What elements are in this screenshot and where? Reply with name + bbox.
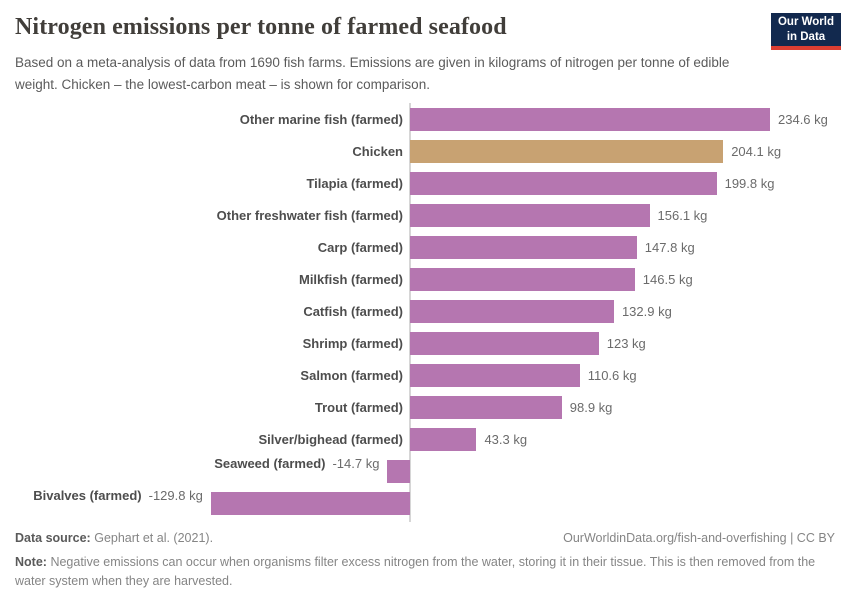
- bar-value: 234.6 kg: [778, 112, 828, 127]
- bar-other-freshwater-fish-farmed[interactable]: [410, 204, 650, 227]
- bar-label-group: Bivalves (farmed) -129.8 kg: [33, 488, 203, 520]
- bar-value: 123 kg: [606, 336, 646, 351]
- bar-row-tilapia-farmed: Tilapia (farmed) 199.8 kg: [0, 168, 850, 200]
- bar-label: Tilapia (farmed): [306, 176, 403, 191]
- bar-row-milkfish-farmed: Milkfish (farmed) 146.5 kg: [0, 264, 850, 296]
- chart-subtitle: Based on a meta-analysis of data from 16…: [15, 55, 730, 92]
- bar-value: 146.5 kg: [642, 272, 693, 287]
- bar-row-chicken: Chicken 204.1 kg: [0, 136, 850, 168]
- bar-label: Trout (farmed): [314, 400, 403, 415]
- note-label: Note:: [15, 554, 47, 569]
- source-line: Data source: Gephart et al. (2021). OurW…: [15, 529, 835, 548]
- bar-catfish-farmed[interactable]: [410, 300, 614, 323]
- owid-logo[interactable]: Our World in Data: [771, 13, 841, 46]
- bar-value: -14.7 kg: [332, 456, 380, 471]
- bar-label: Seaweed (farmed): [214, 456, 326, 471]
- bar-milkfish-farmed[interactable]: [410, 268, 635, 291]
- bar-row-seaweed-farmed: Seaweed (farmed) -14.7 kg: [0, 456, 850, 488]
- bar-row-trout-farmed: Trout (farmed) 98.9 kg: [0, 392, 850, 424]
- bar-label: Catfish (farmed): [303, 304, 403, 319]
- bar-label: Carp (farmed): [317, 240, 403, 255]
- bar-carp-farmed[interactable]: [410, 236, 637, 259]
- bar-value: 147.8 kg: [644, 240, 695, 255]
- bar-value: 156.1 kg: [657, 208, 708, 223]
- bar-value: 98.9 kg: [569, 400, 613, 415]
- chart-footer: Data source: Gephart et al. (2021). OurW…: [15, 529, 835, 590]
- bar-row-other-freshwater-fish-farmed: Other freshwater fish (farmed) 156.1 kg: [0, 200, 850, 232]
- owid-logo-line1: Our World: [777, 16, 834, 29]
- data-source-label: Data source:: [15, 531, 91, 545]
- data-source: Data source: Gephart et al. (2021).: [15, 529, 213, 548]
- bar-row-catfish-farmed: Catfish (farmed) 132.9 kg: [0, 296, 850, 328]
- bar-trout-farmed[interactable]: [410, 396, 562, 419]
- bar-seaweed-farmed[interactable]: [387, 460, 410, 483]
- bar-value: -129.8 kg: [148, 488, 203, 503]
- bar-label: Salmon (farmed): [300, 368, 403, 383]
- data-source-text: Gephart et al. (2021).: [94, 531, 214, 545]
- bar-chicken[interactable]: [410, 140, 724, 163]
- bar-value: 43.3 kg: [484, 432, 528, 447]
- bar-value: 110.6 kg: [587, 368, 637, 383]
- bar-label: Silver/bighead (farmed): [258, 432, 403, 447]
- bar-label: Bivalves (farmed): [33, 488, 142, 503]
- bar-value: 132.9 kg: [621, 304, 672, 319]
- bar-row-silver-bighead-farmed: Silver/bighead (farmed) 43.3 kg: [0, 424, 850, 456]
- bar-row-salmon-farmed: Salmon (farmed) 110.6 kg: [0, 360, 850, 392]
- bar-label: Milkfish (farmed): [298, 272, 403, 287]
- bar-bivalves-farmed[interactable]: [210, 492, 410, 515]
- bar-value: 199.8 kg: [724, 176, 775, 191]
- bar-row-other-marine-fish-farmed: Other marine fish (farmed) 234.6 kg: [0, 104, 850, 136]
- bar-label: Other freshwater fish (farmed): [216, 208, 403, 223]
- owid-logo-line2: in Data: [786, 30, 826, 43]
- bar-row-bivalves-farmed: Bivalves (farmed) -129.8 kg: [0, 488, 850, 520]
- bar-label: Chicken: [352, 144, 403, 159]
- zero-axis-line: [409, 103, 411, 522]
- bar-row-shrimp-farmed: Shrimp (farmed) 123 kg: [0, 328, 850, 360]
- bar-label: Other marine fish (farmed): [239, 112, 403, 127]
- note-text: Negative emissions can occur when organi…: [15, 554, 816, 588]
- bar-value: 204.1 kg: [731, 144, 782, 159]
- credit-link: OurWorldinData.org/fish-and-overfishing …: [563, 531, 835, 545]
- bar-label-group: Seaweed (farmed) -14.7 kg: [214, 456, 379, 488]
- bar-salmon-farmed[interactable]: [410, 364, 580, 387]
- bar-row-carp-farmed: Carp (farmed) 147.8 kg: [0, 232, 850, 264]
- note-line: Note: Negative emissions can occur when …: [15, 553, 827, 591]
- page-title: Nitrogen emissions per tonne of farmed s…: [15, 14, 507, 40]
- owid-logo-accent-bar: [771, 46, 841, 50]
- bar-silver-bighead-farmed[interactable]: [410, 428, 477, 451]
- bar-label: Shrimp (farmed): [302, 336, 403, 351]
- bar-other-marine-fish-farmed[interactable]: [410, 108, 770, 131]
- bar-shrimp-farmed[interactable]: [410, 332, 599, 355]
- bar-tilapia-farmed[interactable]: [410, 172, 717, 195]
